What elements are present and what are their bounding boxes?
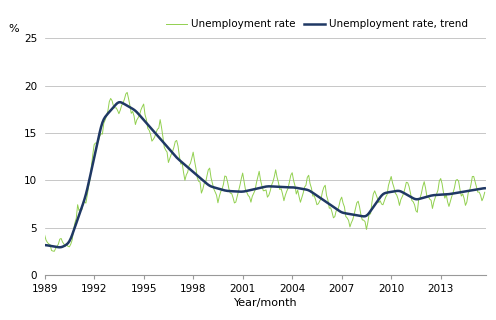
- Unemployment rate: [309, 186, 314, 190]
- Unemployment rate: [42, 233, 48, 237]
- Unemployment rate, trend: [42, 243, 48, 247]
- Unemployment rate, trend: [309, 190, 314, 194]
- Line: Unemployment rate: Unemployment rate: [45, 92, 485, 251]
- Unemployment rate: [440, 190, 446, 194]
- X-axis label: Year/month: Year/month: [234, 298, 297, 308]
- Unemployment rate: [51, 249, 57, 253]
- Unemployment rate: [482, 190, 488, 194]
- Unemployment rate, trend: [134, 110, 140, 114]
- Y-axis label: %: %: [8, 24, 19, 34]
- Unemployment rate, trend: [321, 198, 327, 202]
- Unemployment rate: [321, 185, 327, 189]
- Unemployment rate, trend: [440, 193, 446, 196]
- Unemployment rate: [240, 171, 246, 175]
- Unemployment rate, trend: [482, 186, 488, 190]
- Unemployment rate, trend: [240, 190, 246, 194]
- Unemployment rate: [134, 118, 140, 122]
- Legend: Unemployment rate, Unemployment rate, trend: Unemployment rate, Unemployment rate, tr…: [162, 15, 472, 34]
- Unemployment rate, trend: [117, 100, 123, 104]
- Unemployment rate: [124, 91, 130, 94]
- Unemployment rate, trend: [357, 214, 363, 218]
- Unemployment rate: [357, 205, 363, 209]
- Unemployment rate, trend: [57, 245, 62, 249]
- Line: Unemployment rate, trend: Unemployment rate, trend: [45, 102, 485, 247]
